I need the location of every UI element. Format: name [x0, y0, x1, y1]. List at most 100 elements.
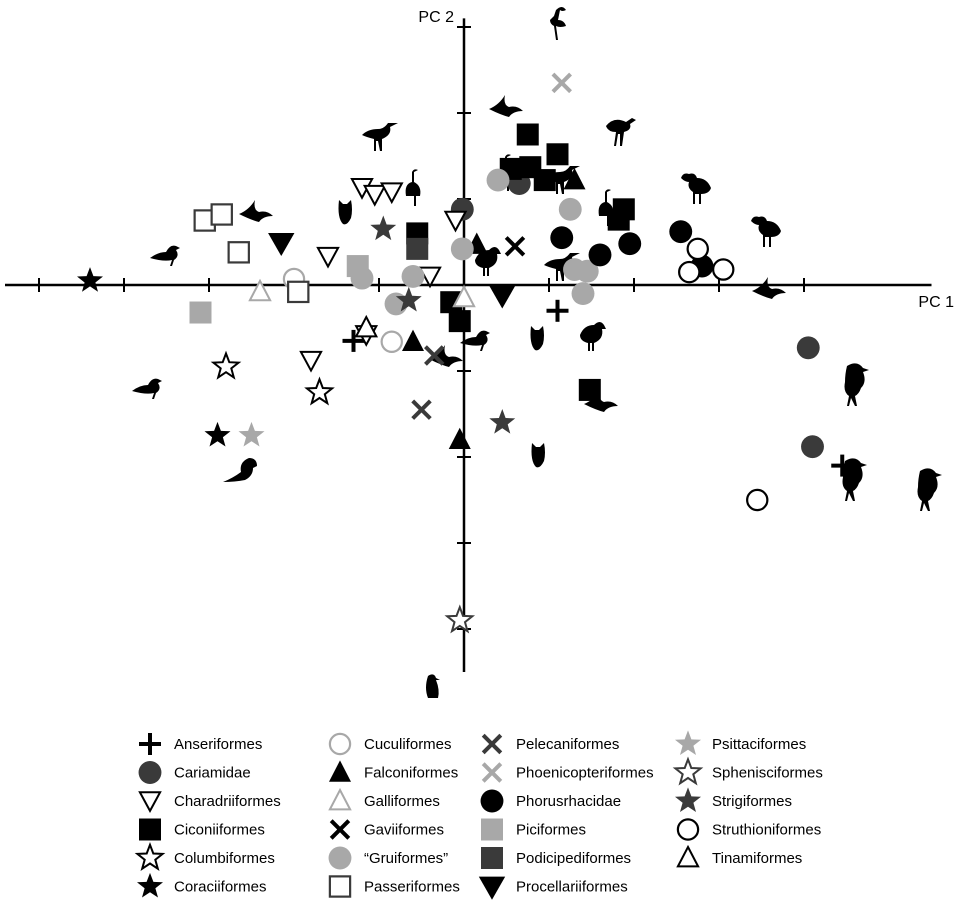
point-sphenisciformes [444, 604, 476, 634]
legend-marker [675, 730, 701, 755]
legend-marker [675, 787, 701, 812]
legend-item: Struthioniformes [676, 818, 821, 841]
legend-item: Falconiformes [329, 760, 458, 782]
point-ciconiiformes [578, 378, 601, 401]
legend-item: Gaviiformes [329, 819, 444, 840]
legend-label: Procellariiformes [516, 879, 628, 896]
point-phorusrhacidae [550, 226, 574, 250]
point-passeriformes [287, 280, 310, 304]
legend-item: Phorusrhacidae [480, 789, 621, 813]
point-coraciiformes [77, 267, 103, 292]
legend-item: Podicipediformes [481, 847, 631, 869]
legend-label: Cariamidae [174, 765, 251, 782]
perching-silhouette-icon [150, 245, 180, 266]
point-piciformes [346, 255, 369, 278]
rhea-silhouette-icon [681, 173, 711, 204]
point-podicipediformes [406, 237, 429, 260]
point-phorusrhacidae [618, 232, 642, 256]
point-charadriiformes [379, 182, 404, 205]
point-falconiformes [563, 167, 586, 190]
point-anseriformes [546, 299, 569, 322]
legend-marker [139, 733, 161, 755]
point-strigiformes [395, 286, 422, 312]
point-pelecaniformes [424, 345, 445, 366]
parrot-silhouette-icon [223, 458, 257, 482]
point-gruiformes [401, 264, 425, 288]
rhea-silhouette-icon [751, 216, 781, 247]
owl-silhouette-icon [531, 443, 545, 468]
legend-marker [328, 787, 352, 811]
point-ciconiiformes [440, 291, 463, 314]
point-phorusrhacidae [588, 243, 612, 267]
legend-marker [676, 818, 700, 841]
point-gruiformes [486, 168, 510, 192]
legend-label: Galliformes [364, 793, 440, 810]
legend-label: Cuculiformes [364, 736, 452, 753]
legend-label: Columbiformes [174, 850, 275, 867]
point-phorusrhacidae [669, 220, 693, 244]
flamingo-silhouette-icon [550, 7, 566, 40]
legend-item: Procellariiformes [478, 876, 628, 900]
point-cariamidae [801, 435, 824, 459]
legend-label: Pelecaniformes [516, 736, 619, 753]
legend-marker [138, 761, 162, 784]
point-ciconiiformes [448, 310, 471, 333]
owl-silhouette-icon [530, 326, 544, 351]
point-ciconiiformes [516, 123, 539, 146]
secretary-silhouette-icon [606, 118, 636, 146]
legend-label: Psittaciformes [712, 736, 806, 753]
legend-marker [328, 875, 352, 898]
point-gruiformes [575, 259, 599, 283]
point-columbiformes [210, 350, 242, 380]
point-charadriiformes [443, 210, 468, 233]
bird-silhouettes [132, 7, 942, 698]
terror-silhouette-icon [842, 458, 867, 501]
legend-marker [328, 846, 352, 870]
point-struthioniformes [678, 260, 701, 284]
point-cariamidae [796, 336, 820, 360]
point-struthioniformes [746, 488, 769, 512]
point-strigiformes [489, 409, 516, 434]
legend-label: Coraciiformes [174, 879, 267, 896]
point-procellariiformes [489, 285, 516, 309]
point-gruiformes [450, 237, 474, 261]
point-psittaciformes [238, 421, 265, 447]
legend-marker [329, 819, 351, 840]
legend-marker [481, 847, 503, 869]
legend-label: Charadriiformes [174, 793, 281, 810]
point-piciformes [189, 301, 212, 324]
y-axis-label: PC 2 [418, 9, 454, 26]
legend-marker [478, 876, 506, 900]
legend-item: Passeriformes [328, 875, 460, 898]
legend: Anseriformes Cariamidae Charadriiformes Cic… [134, 730, 823, 900]
flying-silhouette-icon [752, 277, 786, 299]
legend-label: Podicipediformes [516, 850, 631, 867]
legend-marker [481, 818, 503, 841]
point-ciconiiformes [607, 208, 630, 231]
point-falconiformes [402, 329, 424, 351]
point-charadriiformes [362, 184, 387, 207]
legend-marker [481, 733, 503, 755]
legend-item: Cuculiformes [328, 732, 452, 756]
point-passeriformes [210, 203, 233, 226]
flying-silhouette-icon [584, 390, 618, 412]
point-charadriiformes [418, 266, 442, 289]
legend-marker [672, 756, 704, 786]
point-ciconiiformes [533, 169, 556, 192]
legend-label: Phoenicopteriformes [516, 765, 654, 782]
legend-item: Pelecaniformes [481, 733, 619, 755]
point-phoenicopteriformes [551, 72, 572, 94]
legend-marker [138, 791, 162, 814]
flying-silhouette-icon [489, 95, 523, 117]
point-coraciiformes [204, 421, 231, 447]
perching-silhouette-icon [460, 330, 490, 351]
hen-silhouette-icon [475, 247, 501, 276]
heron-silhouette-icon [598, 189, 614, 226]
point-charadriiformes [299, 350, 323, 373]
point-anseriformes [342, 329, 365, 352]
terror-silhouette-icon [844, 363, 869, 406]
legend-label: Sphenisciformes [712, 765, 823, 782]
legend-item: Coraciiformes [137, 872, 267, 898]
legend-item: Columbiformes [134, 841, 275, 872]
legend-label: Piciformes [516, 822, 586, 839]
